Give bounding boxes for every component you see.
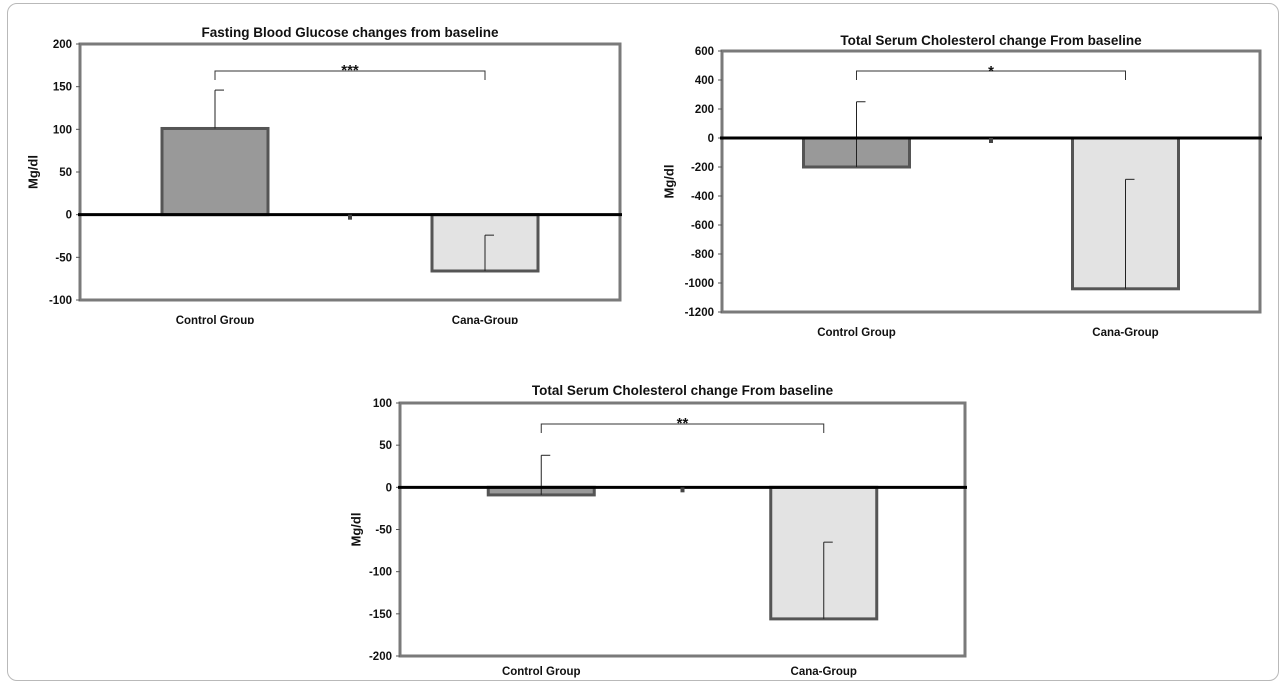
y-tick-label: -800 xyxy=(691,249,714,261)
bar-control-group xyxy=(160,126,270,217)
chart-title: Fasting Blood Glucose changes from basel… xyxy=(201,25,499,40)
y-tick-label: -50 xyxy=(375,525,392,537)
category-label: Control Group xyxy=(176,315,255,324)
y-tick-label: -1200 xyxy=(685,307,714,319)
plot-area xyxy=(398,401,967,658)
y-tick-label: 600 xyxy=(695,46,714,58)
significance-label: * xyxy=(988,63,994,80)
y-axis-label: Mg/dl xyxy=(25,155,40,189)
y-tick-label: 200 xyxy=(695,104,714,116)
y-tick-label: 0 xyxy=(708,133,714,145)
category-label: Control Group xyxy=(817,327,896,339)
y-tick-label: -200 xyxy=(691,162,714,174)
glucose-chart-panel: Fasting Blood Glucose changes from basel… xyxy=(20,24,640,327)
y-tick-label: 100 xyxy=(373,398,392,410)
cholesterol-bar-chart-top: Total Serum Cholesterol change From base… xyxy=(661,33,1262,339)
y-tick-label: 50 xyxy=(59,167,72,179)
y-tick-label: -200 xyxy=(369,651,392,663)
chart-title: Total Serum Cholesterol change From base… xyxy=(840,34,1142,48)
y-tick-label: 150 xyxy=(53,82,72,94)
significance-bracket xyxy=(214,70,486,80)
significance-label: ** xyxy=(677,415,689,432)
significance-label: *** xyxy=(341,62,359,79)
category-label: Cana-Group xyxy=(791,666,857,678)
y-tick-label: -400 xyxy=(691,191,714,203)
glucose-bar-chart: Fasting Blood Glucose changes from basel… xyxy=(25,25,622,327)
y-tick-label: -600 xyxy=(691,220,714,232)
chart-title: Total Serum Cholesterol change From base… xyxy=(532,383,834,398)
cholesterol-chart-panel-bottom: Total Serum Cholesterol change From base… xyxy=(345,380,985,680)
category-divider-tick xyxy=(680,487,685,493)
significance-bracket xyxy=(540,423,825,433)
y-tick-label: 200 xyxy=(53,39,72,51)
category-label: Cana-Group xyxy=(452,315,518,324)
y-axis-label: Mg/dl xyxy=(348,513,363,547)
y-tick-label: 100 xyxy=(53,124,72,136)
y-axis-label: Mg/dl xyxy=(662,165,676,199)
y-tick-label: -1000 xyxy=(685,278,714,290)
y-tick-label: -50 xyxy=(55,252,72,264)
significance-bracket xyxy=(856,70,1126,80)
y-tick-label: 0 xyxy=(66,210,72,222)
category-label: Control Group xyxy=(502,666,581,678)
category-label: Cana-Group xyxy=(1092,327,1158,339)
y-tick-label: 50 xyxy=(379,440,392,452)
y-tick-label: 0 xyxy=(386,482,392,494)
cholesterol-bar-chart-bottom: Total Serum Cholesterol change From base… xyxy=(348,383,967,678)
y-tick-label: -100 xyxy=(49,295,72,307)
category-divider-tick xyxy=(989,138,993,143)
y-tick-label: -150 xyxy=(369,609,392,621)
cholesterol-chart-panel-top: Total Serum Cholesterol change From base… xyxy=(661,33,1280,344)
y-tick-label: 400 xyxy=(695,75,714,87)
y-tick-label: -100 xyxy=(369,567,392,579)
category-divider-tick xyxy=(348,214,352,220)
